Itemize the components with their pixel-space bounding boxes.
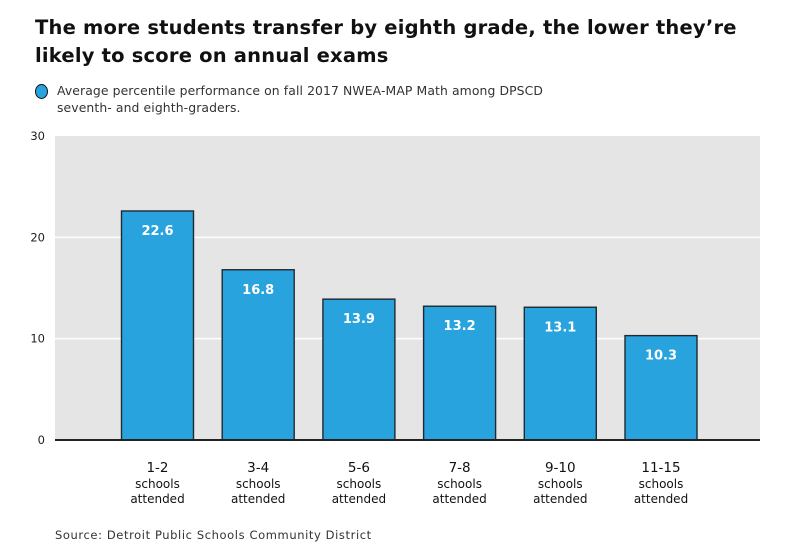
x-tick-label: 7-8 (449, 460, 471, 476)
bar (322, 298, 396, 441)
bar-value-label: 16.8 (242, 283, 274, 298)
bar-value-label: 13.1 (544, 320, 576, 335)
x-tick-sublabel: attended (634, 492, 688, 506)
chart-title: The more students transfer by eighth gra… (35, 16, 737, 67)
legend-swatch-circle-icon (35, 84, 48, 99)
x-tick-sublabel: schools (437, 477, 482, 491)
bar-value-label: 13.9 (343, 312, 375, 327)
x-tick-sublabel: attended (332, 492, 386, 506)
x-tick-sublabel: attended (130, 492, 184, 506)
y-tick-label: 20 (30, 230, 45, 244)
bars: 22.6 16.8 13.9 13.2 13.1 10.3 (120, 210, 698, 441)
x-tick-sublabel: schools (135, 477, 180, 491)
x-tick-sublabel: schools (538, 477, 583, 491)
x-tick-label: 3-4 (247, 460, 269, 476)
x-axis-labels: 1-2schoolsattended3-4schoolsattended5-6s… (130, 460, 688, 506)
y-axis-ticks: 0 10 20 30 (30, 129, 45, 447)
x-tick-sublabel: schools (639, 477, 684, 491)
x-tick-sublabel: attended (432, 492, 486, 506)
bar-value-label: 13.2 (444, 319, 476, 334)
y-tick-label: 0 (38, 433, 45, 447)
legend-label: Average percentile performance on fall 2… (57, 83, 544, 115)
bar (523, 306, 597, 441)
x-tick-label: 9-10 (545, 460, 576, 476)
x-tick-sublabel: attended (533, 492, 587, 506)
y-tick-label: 10 (30, 332, 45, 346)
bar (120, 210, 195, 441)
x-tick-sublabel: attended (231, 492, 285, 506)
x-tick-label: 5-6 (348, 460, 370, 476)
bar (624, 334, 698, 441)
x-tick-sublabel: schools (337, 477, 382, 491)
bar-value-label: 22.6 (141, 224, 173, 239)
bar (422, 305, 497, 441)
x-tick-label: 1-2 (146, 460, 168, 476)
bar (221, 269, 295, 441)
y-tick-label: 30 (30, 129, 45, 143)
bar-value-label: 10.3 (645, 349, 677, 364)
x-tick-sublabel: schools (236, 477, 281, 491)
source-note: Source: Detroit Public Schools Community… (55, 528, 372, 542)
x-tick-label: 11-15 (641, 460, 680, 476)
